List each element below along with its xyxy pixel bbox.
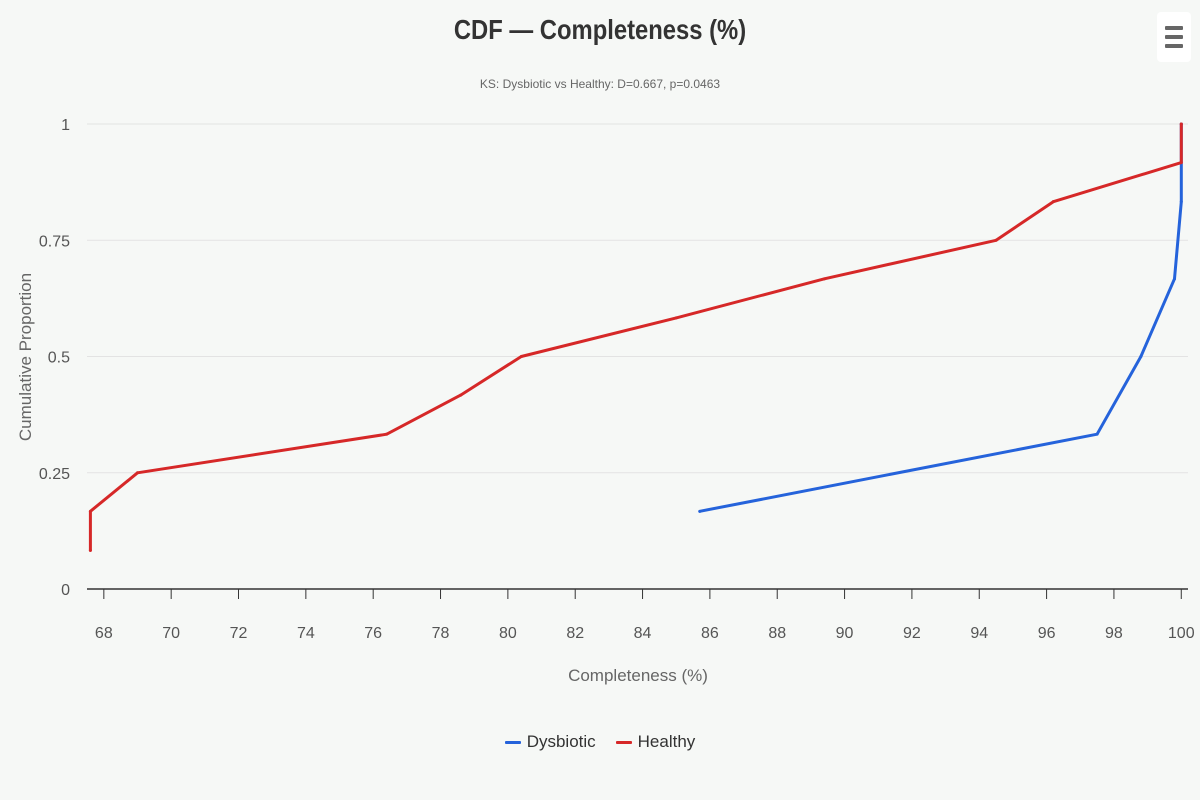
x-tick-label: 74 — [297, 625, 315, 642]
x-tick-label: 82 — [566, 625, 584, 642]
data-point-dysbiotic — [698, 509, 702, 513]
data-point-healthy — [88, 548, 92, 552]
x-tick-label: 68 — [95, 625, 113, 642]
data-point-healthy — [519, 355, 523, 358]
chart-legend: Dysbiotic Healthy — [0, 732, 1200, 752]
x-tick-label: 88 — [768, 625, 786, 642]
y-axis-ticks: 0 0.25 0.5 0.75 1 — [39, 117, 70, 599]
x-tick-label: 90 — [836, 625, 854, 642]
x-tick-label: 84 — [634, 625, 652, 642]
data-point-healthy — [1179, 122, 1183, 126]
data-point-healthy — [1051, 200, 1055, 204]
x-axis-title: Completeness (%) — [568, 666, 708, 685]
data-point-healthy — [822, 277, 826, 281]
data-point-dysbiotic — [1179, 200, 1183, 204]
series-layer — [88, 122, 1183, 552]
data-point-healthy — [994, 238, 998, 242]
data-point-dysbiotic — [1139, 355, 1143, 358]
x-axis-ticks: 68 70 72 74 76 78 80 82 84 86 88 90 92 94 96 98 100 — [95, 589, 1195, 642]
y-axis-title: Cumulative Proportion — [16, 273, 35, 441]
x-tick-label: 76 — [364, 625, 382, 642]
data-point-healthy — [674, 316, 678, 320]
legend-item-healthy[interactable]: Healthy — [615, 732, 696, 752]
x-tick-label: 78 — [432, 625, 450, 642]
series-line-dysbiotic[interactable] — [698, 122, 1183, 513]
legend-item-dysbiotic[interactable]: Dysbiotic — [504, 732, 596, 752]
legend-label: Dysbiotic — [526, 732, 596, 751]
y-tick-label: 0 — [61, 582, 70, 599]
chart-menu-button[interactable] — [1157, 12, 1191, 62]
data-point-healthy — [136, 471, 140, 475]
x-tick-label: 70 — [162, 625, 180, 642]
data-point-healthy — [459, 393, 463, 397]
legend-label: Healthy — [637, 732, 696, 751]
chart-subtitle: KS: Dysbiotic vs Healthy: D=0.667, p=0.0… — [479, 77, 721, 91]
x-tick-label: 98 — [1105, 625, 1123, 642]
data-point-dysbiotic — [1173, 277, 1177, 281]
x-tick-label: 72 — [230, 625, 248, 642]
legend-swatch — [615, 740, 632, 744]
y-tick-label: 0.25 — [39, 466, 70, 483]
data-point-healthy — [385, 432, 389, 436]
y-tick-label: 1 — [61, 117, 70, 134]
x-tick-label: 100 — [1168, 625, 1195, 642]
x-tick-label: 96 — [1038, 625, 1056, 642]
x-tick-label: 92 — [903, 625, 921, 642]
y-tick-label: 0.5 — [48, 350, 70, 367]
x-tick-label: 86 — [701, 625, 719, 642]
x-tick-label: 80 — [499, 625, 517, 642]
grid-lines — [87, 123, 1188, 474]
data-point-dysbiotic — [1095, 432, 1099, 436]
data-point-healthy — [1179, 161, 1183, 165]
data-point-healthy — [88, 509, 92, 513]
chart-title: CDF — Completeness (%) — [453, 14, 747, 45]
x-tick-label: 94 — [970, 625, 988, 642]
y-tick-label: 0.75 — [39, 233, 70, 250]
legend-swatch — [504, 740, 521, 744]
series-line-healthy[interactable] — [88, 122, 1183, 552]
